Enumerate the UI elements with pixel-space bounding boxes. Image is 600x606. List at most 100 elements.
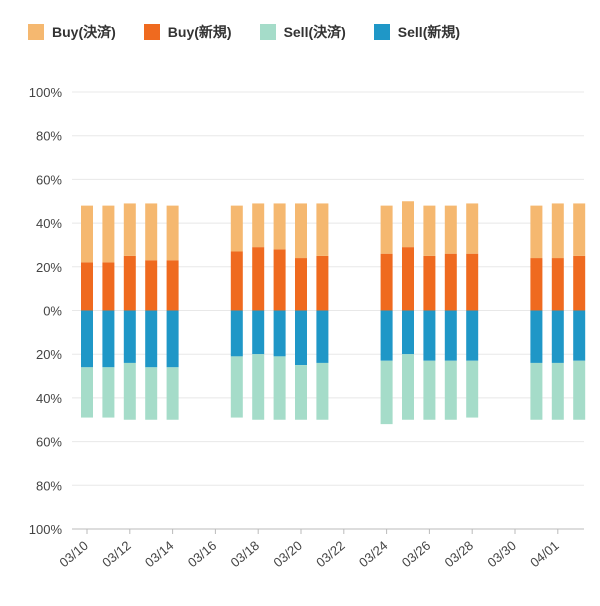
- bar-buy-new[interactable]: [123, 255, 136, 311]
- bar-buy-settle[interactable]: [123, 203, 136, 256]
- bar-sell-settle[interactable]: [273, 356, 286, 420]
- bar-sell-settle[interactable]: [295, 365, 307, 420]
- bar-buy-new[interactable]: [444, 253, 457, 311]
- legend-label-buy-settle: Buy(決済): [52, 24, 116, 40]
- bar-buy-new[interactable]: [230, 251, 243, 311]
- bar-buy-settle[interactable]: [316, 203, 329, 256]
- bar-buy-new[interactable]: [466, 253, 479, 311]
- bar-buy-new[interactable]: [573, 255, 586, 311]
- bar-sell-new[interactable]: [380, 310, 393, 361]
- bar-buy-settle[interactable]: [273, 203, 286, 250]
- x-tick-label: 04/01: [527, 538, 562, 570]
- bar-buy-settle[interactable]: [166, 205, 179, 261]
- bar-sell-new[interactable]: [273, 310, 286, 357]
- y-tick-label: 80%: [36, 129, 62, 144]
- bar-buy-new[interactable]: [252, 247, 265, 311]
- bar-buy-new[interactable]: [273, 249, 286, 311]
- bar-buy-new[interactable]: [530, 258, 543, 311]
- legend-swatch-sell-new: [373, 24, 390, 40]
- x-tick-label: 03/16: [185, 538, 220, 570]
- bar-buy-new[interactable]: [145, 260, 158, 311]
- bar-sell-settle[interactable]: [444, 360, 457, 420]
- bar-sell-new[interactable]: [252, 310, 265, 355]
- bar-sell-new[interactable]: [444, 310, 457, 361]
- bar-sell-settle[interactable]: [402, 354, 414, 420]
- bar-sell-settle[interactable]: [145, 367, 158, 420]
- y-tick-label: 80%: [36, 478, 62, 493]
- bar-sell-new[interactable]: [530, 310, 543, 363]
- bar-buy-new[interactable]: [423, 255, 436, 311]
- bar-buy-settle[interactable]: [551, 203, 564, 259]
- bar-buy-settle[interactable]: [380, 205, 393, 254]
- bar-buy-new[interactable]: [316, 255, 329, 311]
- bar-buy-new[interactable]: [295, 258, 307, 311]
- bar-buy-new[interactable]: [380, 253, 393, 311]
- bar-sell-new[interactable]: [295, 310, 307, 366]
- bar-buy-settle[interactable]: [402, 201, 414, 248]
- y-tick-label: 100%: [29, 85, 63, 100]
- bar-sell-new[interactable]: [551, 310, 564, 363]
- x-tick-label: 03/12: [99, 538, 134, 570]
- legend-item-buy-settle[interactable]: Buy(決済): [28, 22, 116, 42]
- bar-buy-settle[interactable]: [444, 205, 457, 254]
- bar-sell-settle[interactable]: [380, 360, 393, 425]
- bar-buy-new[interactable]: [551, 258, 564, 311]
- bar-buy-settle[interactable]: [230, 205, 243, 252]
- y-tick-label: 40%: [36, 216, 62, 231]
- legend-label-buy-new: Buy(新規): [167, 24, 232, 40]
- bar-buy-settle[interactable]: [573, 203, 586, 256]
- bar-sell-new[interactable]: [316, 310, 329, 363]
- legend-label-sell-new: Sell(新規): [397, 24, 461, 40]
- bar-sell-new[interactable]: [123, 310, 136, 363]
- bar-layer: [81, 201, 586, 425]
- legend-item-sell-new[interactable]: Sell(新規): [373, 22, 461, 42]
- x-tick-label: 03/14: [142, 538, 177, 570]
- bar-sell-settle[interactable]: [123, 362, 136, 420]
- bar-buy-settle[interactable]: [102, 205, 115, 263]
- legend-swatch-buy-new: [143, 24, 160, 40]
- bar-sell-settle[interactable]: [102, 367, 115, 418]
- bar-sell-new[interactable]: [573, 310, 586, 361]
- legend-swatch-buy-settle: [28, 24, 44, 40]
- bar-sell-new[interactable]: [423, 310, 436, 361]
- x-tick-label: 03/22: [313, 538, 348, 570]
- y-tick-label: 60%: [36, 172, 62, 187]
- bar-sell-settle[interactable]: [81, 367, 93, 418]
- bar-sell-new[interactable]: [145, 310, 158, 368]
- bar-sell-settle[interactable]: [551, 362, 564, 420]
- bar-buy-new[interactable]: [402, 247, 414, 311]
- bar-sell-settle[interactable]: [423, 360, 436, 420]
- legend-label-sell-settle: Sell(決済): [283, 24, 346, 40]
- legend: Buy(決済) Buy(新規) Sell(決済) Sell(新規): [28, 22, 460, 42]
- bar-sell-settle[interactable]: [230, 356, 243, 418]
- legend-item-buy-new[interactable]: Buy(新規): [143, 22, 232, 42]
- bar-buy-settle[interactable]: [145, 203, 158, 261]
- bar-buy-settle[interactable]: [466, 203, 479, 254]
- bar-sell-new[interactable]: [402, 310, 414, 355]
- bar-sell-new[interactable]: [466, 310, 479, 361]
- x-tick-label: 03/28: [442, 538, 477, 570]
- bar-buy-settle[interactable]: [423, 205, 436, 256]
- y-tick-label: 40%: [36, 391, 62, 406]
- y-tick-label: 0%: [43, 304, 62, 319]
- bar-sell-settle[interactable]: [573, 360, 586, 420]
- bar-sell-new[interactable]: [166, 310, 179, 368]
- bar-sell-settle[interactable]: [252, 354, 265, 420]
- bar-buy-settle[interactable]: [530, 205, 543, 259]
- bar-sell-settle[interactable]: [530, 362, 543, 420]
- bar-sell-new[interactable]: [102, 310, 115, 368]
- bar-buy-new[interactable]: [81, 262, 93, 311]
- bar-buy-settle[interactable]: [252, 203, 265, 248]
- x-tick-label: 03/20: [270, 538, 305, 570]
- bar-buy-new[interactable]: [102, 262, 115, 311]
- legend-item-sell-settle[interactable]: Sell(決済): [259, 22, 346, 42]
- bar-sell-new[interactable]: [81, 310, 93, 368]
- bar-sell-settle[interactable]: [466, 360, 479, 418]
- bar-sell-settle[interactable]: [166, 367, 179, 420]
- bar-buy-new[interactable]: [166, 260, 179, 311]
- x-tick-label: 03/18: [228, 538, 263, 570]
- bar-sell-settle[interactable]: [316, 362, 329, 420]
- bar-buy-settle[interactable]: [295, 203, 307, 259]
- bar-buy-settle[interactable]: [81, 205, 93, 263]
- bar-sell-new[interactable]: [230, 310, 243, 357]
